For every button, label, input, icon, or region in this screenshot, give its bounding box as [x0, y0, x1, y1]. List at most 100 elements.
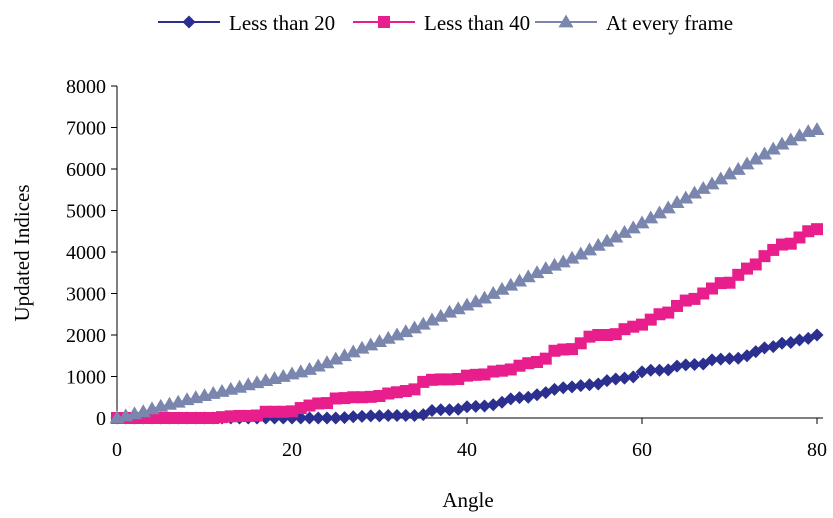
data-point — [679, 358, 693, 372]
data-point — [555, 254, 571, 268]
data-point — [529, 265, 545, 279]
y-axis-title: Updated Indices — [10, 184, 34, 321]
data-point — [582, 242, 597, 256]
data-point — [793, 333, 806, 347]
data-point — [809, 122, 825, 135]
y-tick-label: 5000 — [66, 201, 106, 223]
data-point — [450, 301, 466, 315]
y-tick-label: 6000 — [66, 159, 106, 181]
data-point — [583, 378, 596, 392]
data-point — [590, 237, 606, 251]
data-point — [424, 312, 440, 326]
data-point — [459, 297, 475, 311]
data-point — [722, 166, 737, 180]
data-point — [704, 176, 720, 190]
data-point — [372, 334, 387, 348]
data-point — [670, 359, 684, 373]
data-point — [398, 324, 414, 338]
legend-label: At every frame — [606, 11, 733, 35]
data-point — [723, 352, 736, 366]
legend-marker — [182, 15, 196, 29]
data-point — [810, 328, 824, 342]
data-point — [345, 344, 361, 358]
data-point — [442, 304, 457, 318]
data-point — [477, 290, 492, 304]
x-axis-title: Angle — [442, 488, 493, 512]
data-point — [757, 146, 772, 160]
data-point — [714, 352, 728, 366]
data-point — [600, 374, 614, 388]
data-point — [337, 348, 352, 362]
data-point — [765, 141, 781, 155]
data-point — [364, 409, 378, 423]
data-point — [653, 363, 666, 377]
legend: Less than 20 Less than 40 At every frame — [158, 11, 733, 35]
data-point — [354, 340, 370, 354]
data-point — [460, 400, 474, 414]
legend-entry: At every frame — [535, 11, 733, 35]
data-point — [792, 128, 807, 142]
data-point — [381, 409, 395, 423]
data-point — [574, 379, 588, 393]
data-point — [556, 381, 570, 395]
data-point — [338, 411, 351, 425]
data-point — [695, 181, 711, 194]
data-point — [548, 382, 561, 396]
data-point — [617, 224, 632, 238]
data-point — [302, 361, 317, 375]
data-point — [538, 261, 554, 274]
data-point — [730, 161, 746, 175]
chart-axes — [116, 86, 823, 419]
data-point — [705, 353, 719, 367]
data-point — [547, 257, 562, 271]
data-point — [434, 403, 448, 417]
x-tick-label: 20 — [282, 439, 302, 461]
data-point — [311, 411, 325, 425]
legend-marker — [558, 14, 574, 28]
data-point — [573, 246, 589, 260]
data-point — [346, 410, 360, 424]
data-point — [478, 399, 491, 413]
data-point — [626, 370, 640, 384]
series-group — [109, 122, 825, 425]
data-point — [328, 351, 344, 365]
data-point — [775, 336, 789, 350]
data-point — [530, 388, 544, 402]
data-point — [503, 277, 519, 291]
data-point — [415, 316, 431, 330]
data-point — [713, 171, 729, 185]
data-point — [380, 330, 396, 344]
data-point — [319, 355, 335, 369]
data-point — [390, 409, 404, 423]
data-point — [783, 132, 799, 146]
data-point — [433, 308, 449, 322]
data-point — [469, 399, 483, 413]
data-point — [389, 327, 405, 341]
data-point — [774, 136, 790, 150]
data-point — [504, 392, 518, 406]
data-point — [564, 250, 580, 264]
data-point — [643, 210, 659, 224]
data-point — [494, 281, 510, 295]
y-tick-label: 1000 — [66, 367, 106, 389]
data-point — [634, 215, 650, 229]
y-axis-ticks: 0 1000 2000 3000 4000 5000 6000 7000 8000 — [66, 76, 117, 430]
x-tick-label: 60 — [632, 439, 652, 461]
y-tick-label: 8000 — [66, 76, 106, 98]
data-point — [565, 380, 579, 394]
x-tick-label: 40 — [457, 439, 477, 461]
data-point — [355, 409, 369, 423]
data-point — [669, 195, 685, 209]
data-point — [618, 371, 631, 385]
data-point — [758, 341, 771, 355]
data-point — [609, 372, 623, 386]
series-less-than-40 — [111, 223, 823, 424]
data-point — [303, 411, 316, 425]
data-point — [625, 220, 641, 234]
y-tick-label: 7000 — [66, 118, 106, 140]
data-point — [599, 233, 615, 247]
data-point — [363, 337, 379, 351]
y-tick-label: 2000 — [66, 325, 106, 347]
data-point — [399, 409, 413, 423]
